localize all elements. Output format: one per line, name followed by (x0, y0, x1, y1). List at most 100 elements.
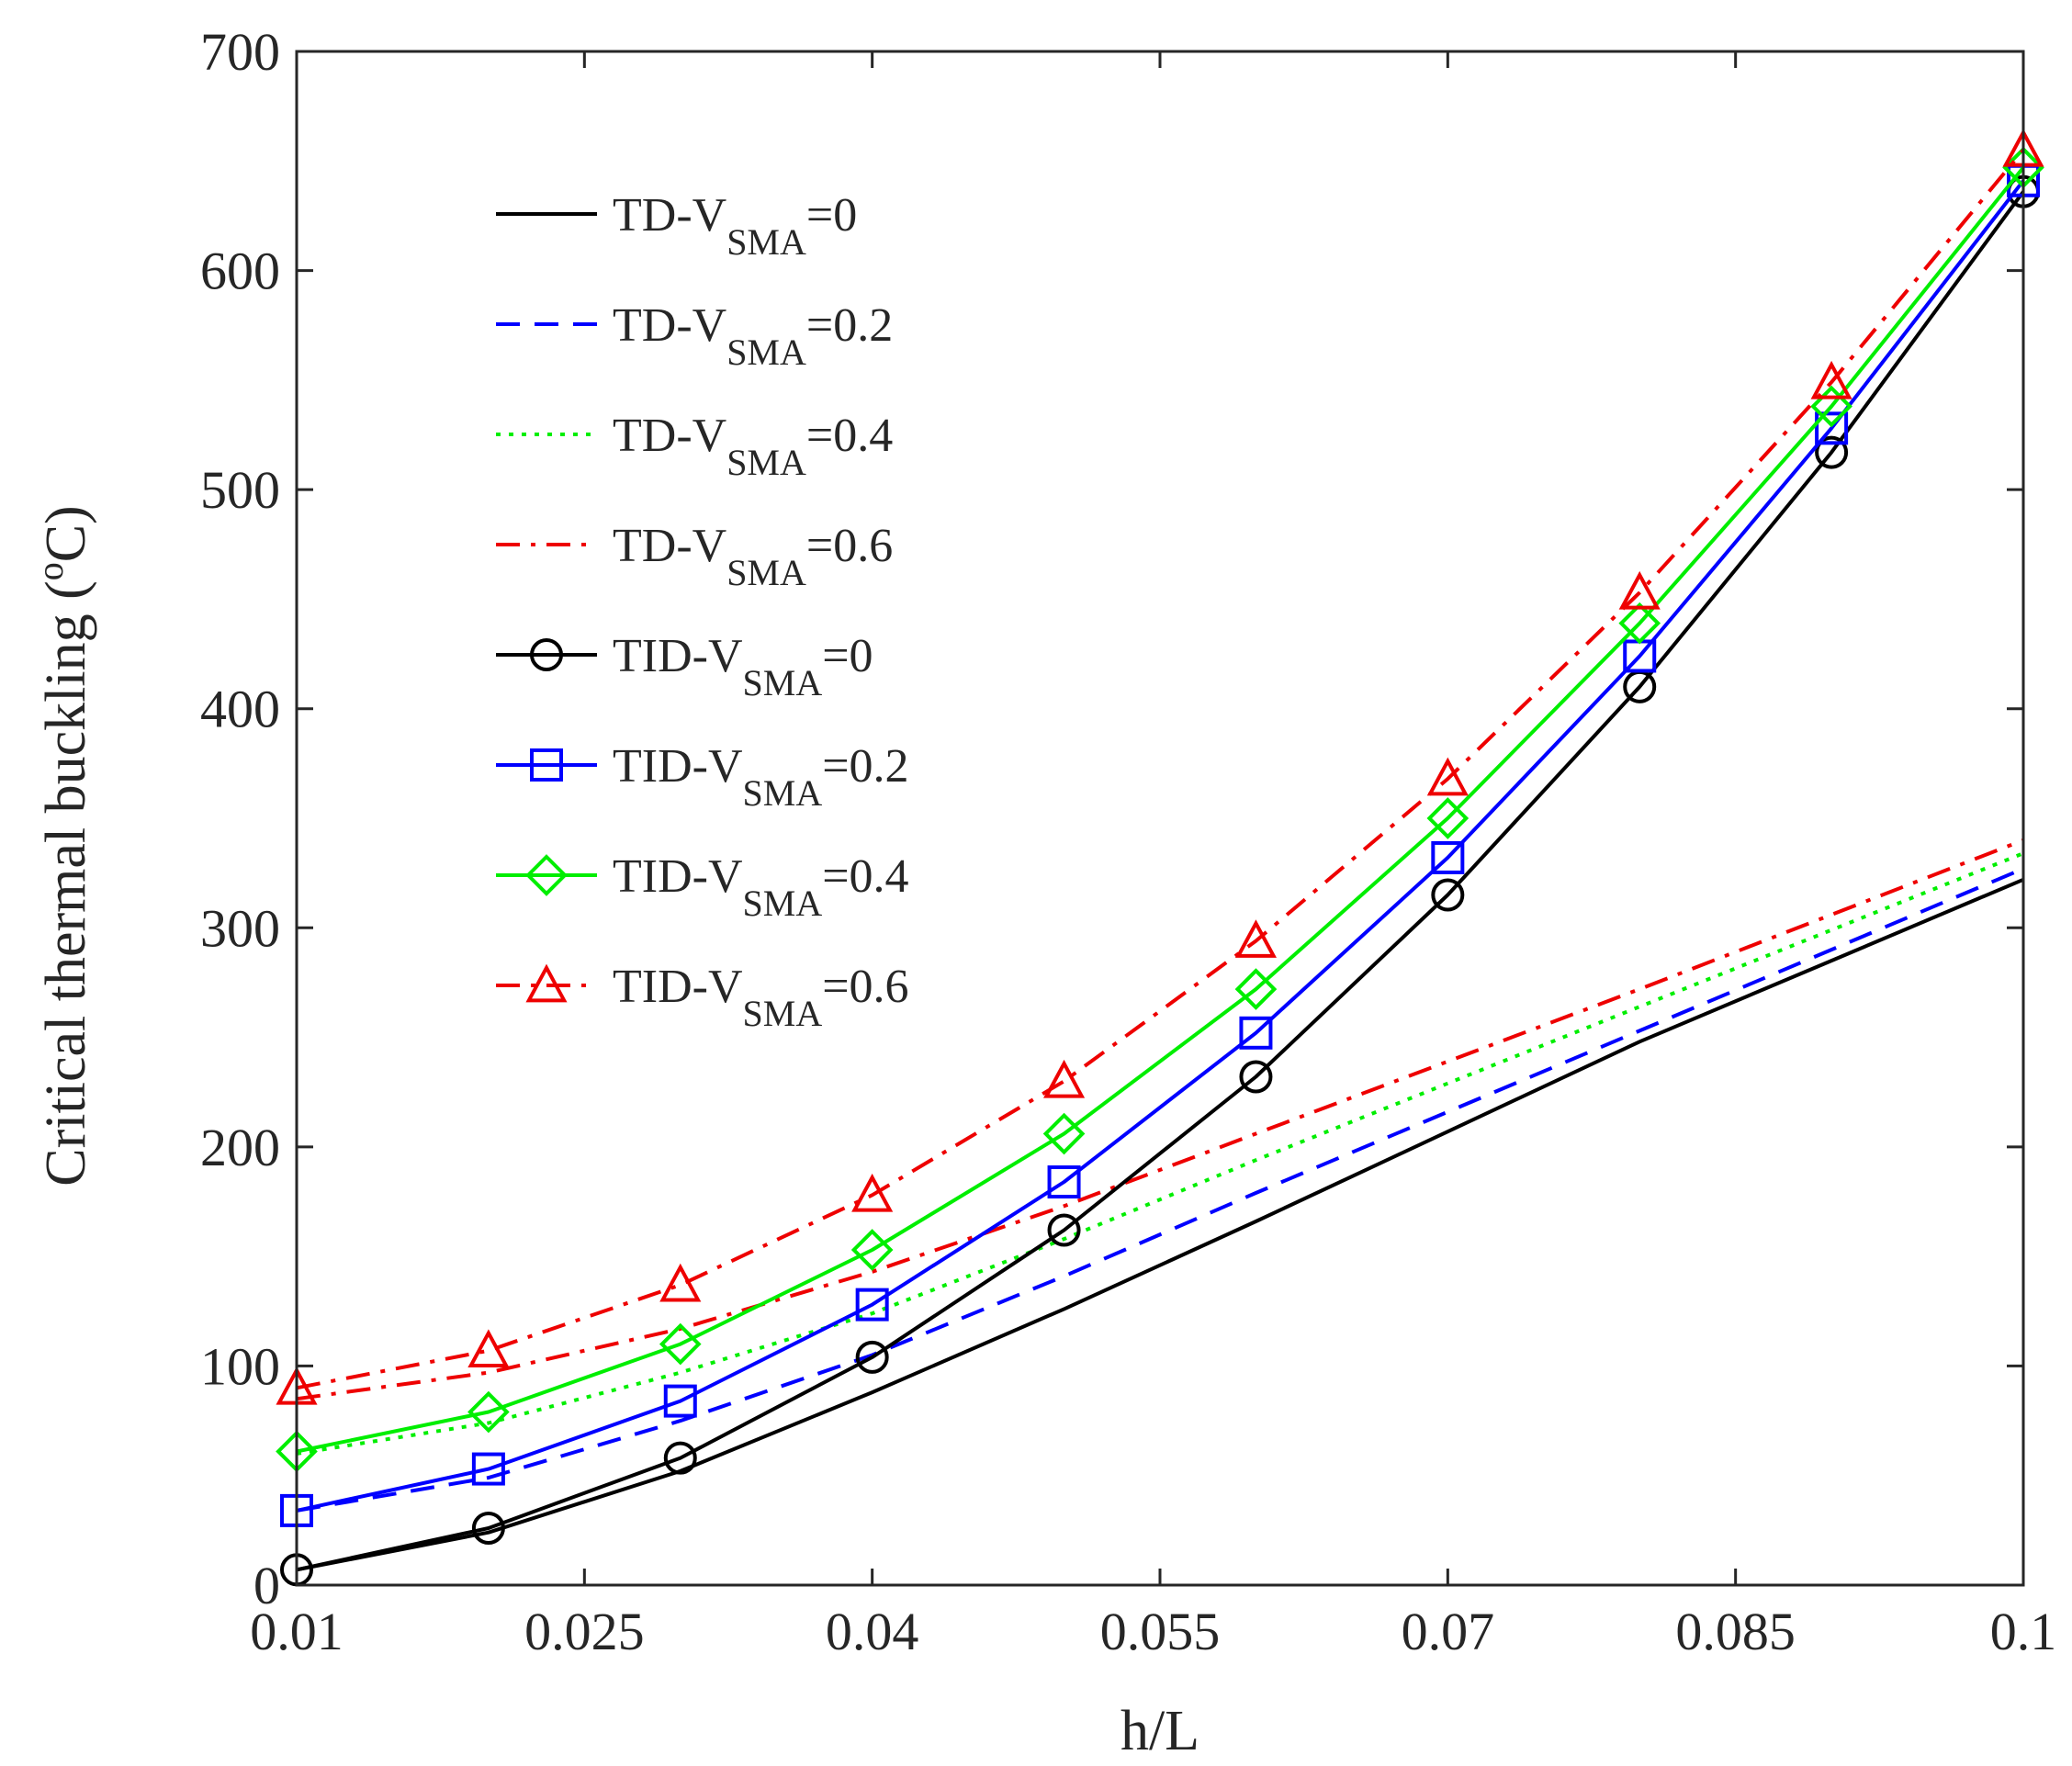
x-tick-label: 0.1 (1990, 1602, 2057, 1661)
data-point-TID-V_SMA=0.4-1 (467, 1390, 510, 1434)
series-layer (276, 128, 2044, 1587)
data-point-TID-V_SMA=0.6-5 (1234, 919, 1277, 958)
series-TD-V_SMA=0.2 (296, 867, 2024, 1513)
x-tick-label: 0.055 (1100, 1602, 1221, 1661)
tick-layer: 0.01 0.025 0.04 0.055 0.07 0.085 0.1 0 100 200 300… (200, 22, 2056, 1661)
y-axis-title-unit: C) (35, 505, 97, 562)
data-point-TID-V_SMA=0.4-8 (1810, 385, 1852, 428)
legend-label-suffix: =0.4 (806, 410, 893, 462)
legend-label-sub: SMA (743, 883, 823, 924)
legend-label: TID-VSMA=0.6 (613, 961, 909, 1034)
legend-label-sub: SMA (726, 332, 806, 373)
data-point-TID-V_SMA=0.4-2 (659, 1322, 702, 1366)
data-point-TID-V_SMA=0.4-4 (1042, 1112, 1086, 1155)
legend-label: TD-VSMA=0.2 (613, 299, 893, 373)
data-point-TID-V_SMA=0.2-5 (1239, 1016, 1273, 1050)
series-TD-V_SMA=0.6 (296, 838, 2024, 1401)
legend-item: TD-VSMA=0.4 (496, 410, 893, 483)
legend-label-prefix: TD-V (613, 520, 726, 572)
data-point-TID-V_SMA=0-4 (1047, 1213, 1081, 1247)
legend-item: TID-VSMA=0.4 (496, 850, 909, 924)
legend-label-sub: SMA (726, 552, 806, 593)
x-axis-title: h/L (1120, 1700, 1199, 1762)
series-line-TD-V_SMA=0.2 (296, 867, 2024, 1513)
data-point-TID-V_SMA=0.2-2 (663, 1384, 697, 1418)
legend-label-suffix: =0.2 (822, 740, 908, 793)
data-point-TID-V_SMA=0.2-8 (1815, 411, 1849, 445)
data-point-TID-V_SMA=0.6-7 (1618, 570, 1661, 610)
legend-label-sub: SMA (743, 772, 823, 814)
series-line-TID-V_SMA=0 (296, 190, 2025, 1572)
y-tick-label: 700 (200, 22, 280, 82)
legend-item: TID-VSMA=0 (496, 630, 873, 703)
legend-label-sub: SMA (743, 993, 823, 1034)
legend-marker (525, 854, 568, 896)
legend-label-sub: SMA (726, 221, 806, 263)
series-line-TD-V_SMA=0.6 (296, 838, 2024, 1401)
data-point-TID-V_SMA=0-8 (1815, 435, 1849, 469)
legend-label-prefix: TID-V (613, 630, 743, 682)
data-point-TID-V_SMA=0.6-1 (467, 1329, 510, 1368)
legend-label-suffix: =0.2 (806, 299, 893, 352)
y-tick-label: 300 (200, 898, 280, 958)
x-tick-label: 0.025 (524, 1602, 645, 1661)
legend: TD-VSMA=0TD-VSMA=0.2TD-VSMA=0.4TD-VSMA=0… (496, 189, 909, 1034)
data-point-TID-V_SMA=0.2-1 (471, 1452, 505, 1486)
y-tick-label: 400 (200, 680, 280, 739)
legend-label: TID-VSMA=0.2 (613, 740, 909, 814)
x-tick-label: 0.04 (826, 1602, 919, 1661)
data-point-TID-V_SMA=0.4-7 (1618, 602, 1661, 645)
legend-item: TD-VSMA=0 (496, 189, 857, 263)
data-point-TID-V_SMA=0-3 (855, 1340, 889, 1374)
legend-label-sub: SMA (726, 442, 806, 483)
data-point-TID-V_SMA=0.6-4 (1043, 1059, 1086, 1098)
legend-label-suffix: =0 (822, 630, 873, 682)
x-tick-label: 0.01 (250, 1602, 343, 1661)
legend-marker (530, 638, 563, 671)
legend-label: TID-VSMA=0.4 (613, 850, 909, 924)
series-TD-V_SMA=0.4 (296, 851, 2024, 1456)
data-point-TID-V_SMA=0.4-3 (850, 1229, 894, 1271)
legend-label: TID-VSMA=0 (613, 630, 873, 703)
data-point-TID-V_SMA=0-6 (1431, 878, 1465, 912)
data-point-TID-V_SMA=0.4-5 (1234, 968, 1278, 1010)
legend-label: TD-VSMA=0 (613, 189, 857, 263)
data-point-TID-V_SMA=0.6-3 (851, 1173, 894, 1212)
y-tick-label: 500 (200, 460, 280, 520)
data-point-TID-V_SMA=0.2-3 (855, 1288, 889, 1322)
y-axis-title: Critical thermal buckling (oC) (29, 505, 97, 1186)
series-TD-V_SMA=0 (296, 877, 2024, 1572)
y-tick-label: 100 (200, 1336, 280, 1396)
legend-label-prefix: TID-V (613, 850, 743, 903)
data-point-TID-V_SMA=0.6-6 (1426, 757, 1469, 796)
legend-label-prefix: TD-V (613, 189, 726, 242)
legend-item: TD-VSMA=0.6 (496, 520, 893, 593)
legend-label-suffix: =0.6 (822, 961, 908, 1013)
legend-item: TID-VSMA=0.2 (496, 740, 909, 814)
series-line-TID-V_SMA=0.6 (296, 149, 2025, 1390)
y-tick-label: 600 (200, 242, 280, 301)
y-tick-label: 0 (253, 1556, 280, 1615)
legend-label-suffix: =0 (806, 189, 857, 242)
legend-marker (525, 963, 568, 1003)
legend-item: TD-VSMA=0.2 (496, 299, 893, 373)
data-point-TID-V_SMA=0-5 (1239, 1060, 1273, 1094)
series-TID-V_SMA=0 (280, 174, 2040, 1587)
legend-item: TID-VSMA=0.6 (496, 961, 909, 1034)
legend-label-suffix: =0.4 (822, 850, 908, 903)
x-tick-label: 0.085 (1675, 1602, 1796, 1661)
legend-label-prefix: TD-V (613, 299, 726, 352)
data-point-TID-V_SMA=0.4-6 (1426, 797, 1470, 839)
series-line-TID-V_SMA=0.4 (296, 166, 2025, 1454)
y-axis-title-main: Critical thermal buckling ( (35, 580, 97, 1186)
series-TID-V_SMA=0.4 (276, 146, 2044, 1473)
series-line-TID-V_SMA=0.2 (296, 179, 2025, 1513)
data-point-TID-V_SMA=0.2-6 (1431, 840, 1465, 874)
data-point-TID-V_SMA=0.2-4 (1047, 1165, 1081, 1199)
series-line-TD-V_SMA=0 (296, 877, 2024, 1572)
legend-label: TD-VSMA=0.4 (613, 410, 893, 483)
legend-label: TD-VSMA=0.6 (613, 520, 893, 593)
x-tick-label: 0.07 (1402, 1602, 1495, 1661)
